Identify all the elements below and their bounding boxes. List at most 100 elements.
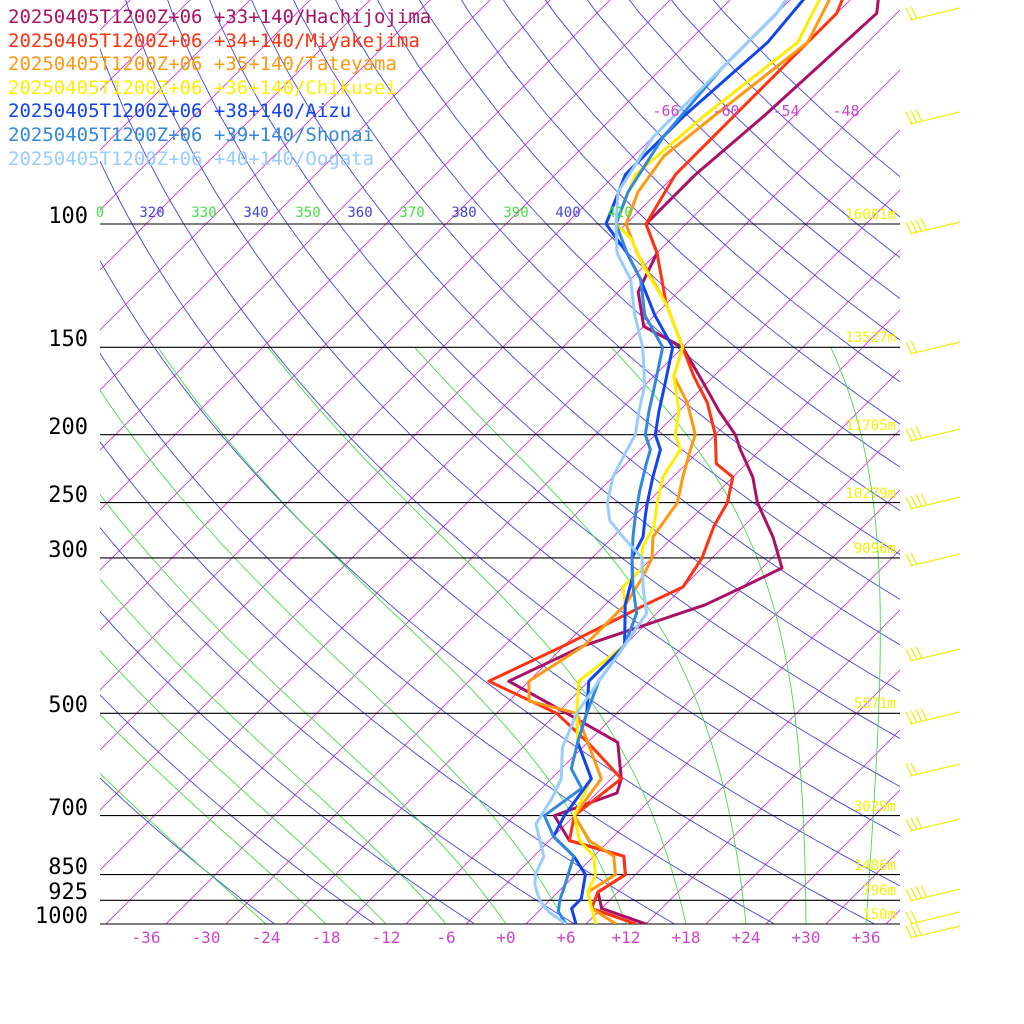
isotherm-line [345, 369, 900, 924]
wind-barb [905, 426, 960, 442]
theta-label: 350 [295, 205, 321, 221]
pressure-tick-label: 1000 [35, 904, 88, 929]
wind-barb [905, 816, 960, 832]
height-label: 10279m [845, 485, 896, 502]
isotherm-line [100, 69, 900, 871]
wind-barbs [905, 6, 960, 939]
legend-entry: 20250405T1200Z+06 +33+140/Hachijojima [8, 6, 432, 28]
theta-label: 380 [451, 205, 477, 221]
temperature-tick-label: +12 [611, 928, 641, 947]
top-isotherm-label: -54 [772, 102, 800, 120]
isotherm-line [100, 0, 791, 691]
pressure-tick-label: 150 [48, 327, 88, 353]
temperature-tick-label: -18 [311, 928, 341, 947]
wind-barb [905, 910, 960, 925]
isotherm-line [100, 0, 551, 451]
isotherm-line [165, 189, 900, 924]
legend-entry: 20250405T1200Z+06 +34+140/Miyakejima [8, 29, 420, 52]
moist-adiabat-line [100, 772, 267, 924]
pressure-tick-label: 300 [48, 537, 88, 563]
height-label: 1486m [853, 857, 896, 874]
dry-adiabat-line [100, 526, 575, 924]
pressure-tick-label: 850 [48, 854, 88, 880]
wind-barb-column [900, 0, 960, 1024]
dry-adiabat-line [100, 610, 475, 924]
moist-adiabat-line [100, 578, 447, 924]
height-label: 16081m [845, 207, 896, 223]
wind-barb [905, 646, 960, 662]
isotherm-line [585, 609, 900, 924]
moist-adiabat-line [100, 493, 507, 924]
temperature-tick-label: +6 [556, 928, 576, 947]
isotherm-line [100, 0, 491, 391]
isotherm-line [525, 549, 900, 924]
isotherm-line [100, 9, 900, 811]
top-isotherm-label: -66 [652, 102, 680, 120]
moist-adiabat-line [414, 346, 747, 924]
isotherm-line [705, 729, 900, 924]
temperature-tick-label: -36 [131, 928, 161, 947]
temperature-tick-label: -24 [251, 928, 281, 947]
temperature-profiles [487, 0, 880, 924]
profile-line [527, 0, 831, 924]
profile-line [487, 0, 844, 924]
height-label: 9096m [853, 540, 896, 557]
wind-barb [905, 218, 960, 235]
height-label: 150m [862, 907, 896, 923]
temperature-tick-label: -30 [191, 928, 221, 947]
temperature-tick-label: +0 [496, 928, 516, 947]
moist-adiabat-line [830, 347, 881, 924]
wind-barb [905, 340, 960, 355]
temperature-tick-label: -6 [436, 928, 456, 947]
theta-label: 0 [95, 205, 105, 221]
theta-label: 340 [243, 205, 269, 221]
profile-line [533, 0, 788, 924]
pressure-tick-label: 250 [48, 482, 88, 508]
profile-line [542, 0, 788, 924]
temperature-tick-label: +30 [791, 928, 821, 947]
pressure-tick-label: 100 [48, 204, 88, 229]
moist-adiabat-line [100, 649, 387, 924]
temperature-tick-label: +36 [851, 928, 881, 947]
pressure-tick-label: 700 [48, 795, 88, 821]
dry-adiabat-line [712, 0, 900, 178]
theta-label: 400 [555, 205, 581, 221]
moist-adiabat-line [611, 346, 807, 924]
legend-entry: 20250405T1200Z+06 +35+140/Tateyama [8, 53, 397, 76]
pressure-tick-label: 200 [48, 414, 88, 440]
legend-entry: 20250405T1200Z+06 +40+140/Oogata [8, 147, 375, 170]
top-isotherm-label: -60 [712, 102, 740, 120]
wind-barb [905, 552, 960, 567]
height-label: 3029m [853, 798, 896, 815]
moist-adiabat-line [100, 713, 327, 924]
theta-label: 330 [191, 205, 217, 221]
pressure-tick-label: 925 [48, 880, 88, 906]
height-label: 11705m [845, 417, 896, 434]
legend-entry: 20250405T1200Z+06 +38+140/Aizu [8, 100, 352, 123]
isotherm-line [100, 0, 431, 331]
height-label: 5571m [853, 696, 896, 713]
isotherm-line [1006, 0, 1024, 924]
isotherm-line [225, 249, 900, 924]
profile-line [572, 0, 821, 924]
height-label: 796m [862, 883, 896, 900]
profile-line [552, 0, 806, 924]
height-label: 13527m [845, 330, 896, 347]
temperature-tick-label: +24 [731, 928, 761, 947]
top-isotherm-label: -48 [832, 102, 860, 120]
theta-label: 410 [607, 205, 633, 221]
moist-adiabat-lines [100, 346, 881, 924]
pressure-tick-label: 500 [48, 693, 88, 719]
temperature-tick-label: -12 [371, 928, 401, 947]
wind-barb [905, 493, 960, 510]
wind-barb [905, 923, 960, 939]
wind-barb [905, 6, 960, 21]
theta-label: 360 [347, 205, 373, 221]
isotherm-line [285, 309, 900, 924]
dry-adiabat-line [100, 441, 675, 924]
isotherm-line [105, 129, 900, 924]
wind-barb [905, 708, 960, 725]
isotherm-line [100, 0, 671, 571]
wind-barb [905, 762, 960, 777]
